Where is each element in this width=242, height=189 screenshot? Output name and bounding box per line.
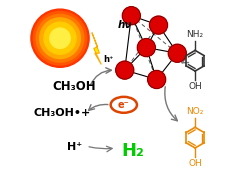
Circle shape [44, 22, 76, 54]
Polygon shape [92, 33, 101, 64]
Text: NH₂: NH₂ [187, 30, 204, 39]
Text: OH: OH [188, 82, 202, 91]
Circle shape [116, 61, 134, 79]
Text: H₂: H₂ [122, 142, 145, 160]
Text: e⁻: e⁻ [118, 100, 130, 110]
Circle shape [148, 70, 166, 88]
Circle shape [36, 14, 84, 62]
Text: CH₃OH•+: CH₃OH•+ [33, 108, 91, 118]
Circle shape [50, 28, 70, 48]
Text: OH: OH [188, 159, 202, 168]
Circle shape [122, 7, 140, 25]
Circle shape [31, 9, 89, 67]
Text: hν: hν [118, 20, 132, 30]
Text: NO₂: NO₂ [186, 107, 204, 116]
Circle shape [150, 16, 167, 34]
Circle shape [40, 18, 80, 59]
Circle shape [33, 12, 87, 65]
Text: H⁺: H⁺ [68, 142, 83, 152]
Circle shape [168, 44, 186, 62]
Circle shape [137, 39, 155, 57]
Text: h⁺: h⁺ [104, 55, 114, 64]
Text: CH₃OH: CH₃OH [52, 81, 96, 94]
